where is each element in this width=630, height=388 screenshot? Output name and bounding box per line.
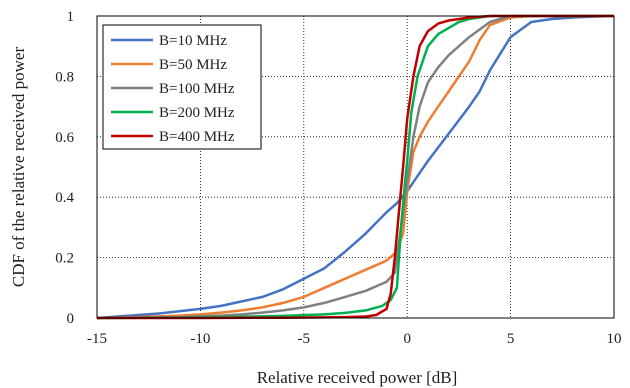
tick-labels: -15 -10 -5 0 5 10 0 0.2 0.4 0.6 0.8 1 — [55, 9, 621, 347]
plot-frame — [96, 15, 615, 319]
series-line-0 — [96, 14, 615, 320]
x-axis-label: Relative received power [dB] — [257, 368, 458, 387]
plot-lines — [96, 14, 615, 320]
y-axis-label: CDF of the relative received power — [9, 47, 28, 288]
y-tick-label: 1 — [67, 9, 75, 25]
legend: B=10 MHz B=50 MHz B=100 MHz B=200 MHz B=400 … — [102, 24, 262, 150]
series-line-4 — [97, 14, 614, 320]
legend-label: B=100 MHz — [159, 81, 235, 97]
series-line-3 — [96, 14, 614, 320]
legend-label: B=10 MHz — [159, 33, 227, 49]
legend-label: B=50 MHz — [159, 57, 227, 73]
y-tick-label: 0.6 — [55, 130, 74, 146]
x-tick-label: -5 — [298, 331, 311, 347]
y-tick-label: 0.8 — [55, 69, 74, 85]
y-tick-label: 0 — [67, 311, 75, 327]
y-tick-label: 0.4 — [55, 190, 74, 206]
series-line-2 — [96, 14, 614, 320]
legend-label: B=400 MHz — [159, 129, 235, 145]
x-tick-label: 0 — [403, 331, 411, 347]
x-tick-label: -10 — [190, 331, 210, 347]
x-tick-label: 10 — [607, 331, 622, 347]
x-tick-label: 5 — [507, 331, 515, 347]
y-tick-label: 0.2 — [55, 251, 74, 267]
legend-label: B=200 MHz — [159, 105, 235, 121]
x-tick-label: -15 — [87, 331, 107, 347]
